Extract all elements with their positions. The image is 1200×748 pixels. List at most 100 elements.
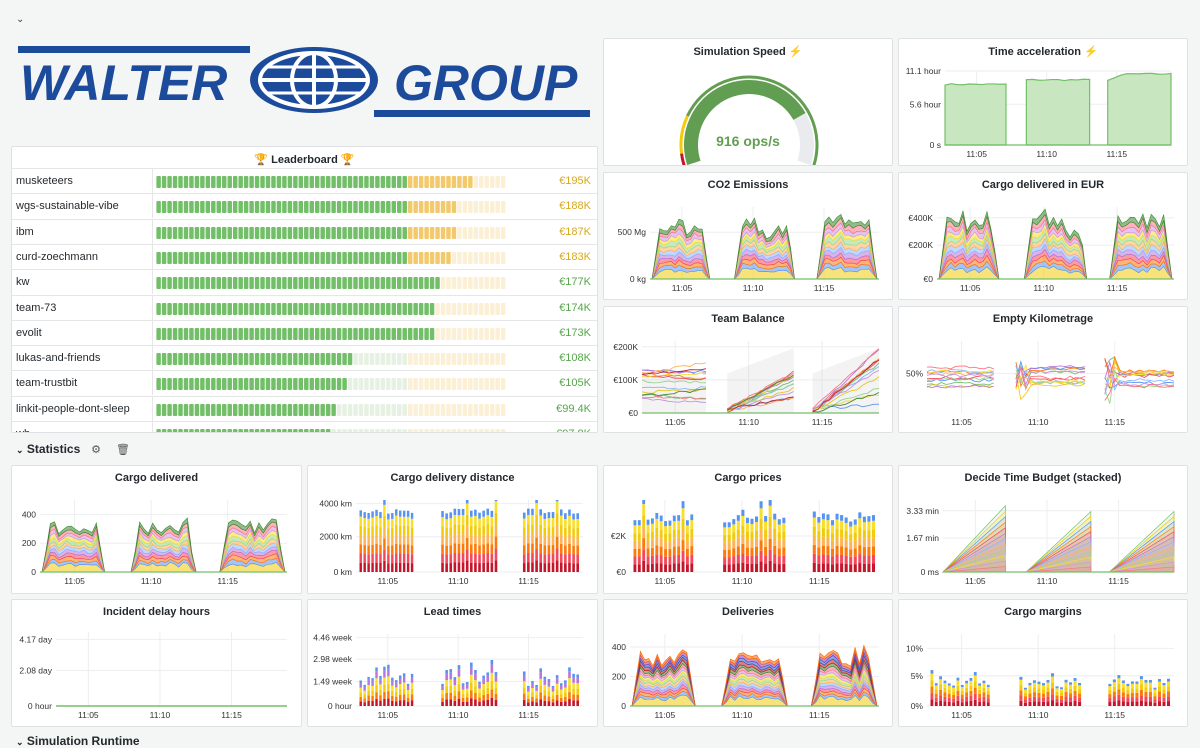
cargo-delivered-eur-chart[interactable]: €400K€200K€011:05 11:10 11:15	[899, 173, 1188, 300]
bar-segment	[461, 508, 465, 516]
team-balance-title-wrap: Team Balance	[604, 313, 892, 325]
gauge-cell	[205, 277, 211, 290]
bar-segment	[543, 527, 547, 537]
series-area	[642, 373, 706, 413]
bar-segment	[973, 699, 977, 706]
bar-segment	[646, 540, 650, 549]
trash-icon[interactable]: 🗑	[116, 444, 130, 456]
bar-segment	[490, 544, 494, 554]
bar-segment	[655, 512, 659, 519]
cargo-margins-chart[interactable]: 10%5%0%11:05 11:10 11:15	[899, 600, 1188, 727]
bar-segment	[398, 689, 402, 696]
cargo-prices-chart[interactable]: €2K€011:05 11:10 11:15	[604, 466, 893, 594]
bar-segment	[871, 529, 875, 538]
co2-emissions-title: CO2 Emissions	[707, 179, 789, 191]
bar-segment	[383, 677, 386, 685]
gauge-cell	[386, 201, 391, 214]
bar-segment	[821, 563, 825, 572]
gear-icon[interactable]: ⚙	[91, 444, 101, 456]
bar-segment	[1028, 701, 1032, 706]
bar-segment	[871, 563, 875, 572]
gauge-cell	[265, 201, 271, 214]
bar-segment	[387, 528, 390, 537]
bar-segment	[759, 501, 763, 509]
gauge-cell	[440, 176, 446, 188]
gauge-cell	[238, 403, 243, 416]
bar-segment	[383, 684, 386, 692]
gauge-cell	[440, 429, 446, 432]
bar-segment	[572, 682, 575, 689]
bar-segment	[1135, 683, 1139, 689]
gauge-cell	[369, 403, 375, 416]
gauge-cell	[227, 226, 232, 239]
bar-segment	[486, 699, 490, 706]
gauge-cell	[282, 353, 287, 366]
x-tick-label: 11:10	[448, 576, 469, 586]
bar-segment	[391, 518, 394, 528]
gauge-cell	[336, 226, 342, 239]
gauge-cell	[172, 277, 178, 290]
bar-segment	[1121, 680, 1125, 684]
bar-segment	[402, 562, 406, 572]
bar-segment	[453, 534, 457, 544]
bar-segment	[465, 526, 469, 538]
bar-segment	[768, 549, 772, 561]
bar-segment	[1078, 689, 1082, 694]
y-tick-label: 0%	[911, 701, 924, 711]
simulation-runtime-section-header[interactable]: ⌄ Simulation Runtime	[16, 734, 140, 748]
bar-segment	[1064, 687, 1068, 692]
bar-segment	[457, 562, 461, 572]
gauge-cell	[495, 327, 500, 340]
bar-segment	[359, 553, 362, 563]
bar-segment	[359, 692, 362, 697]
bar-segment	[633, 533, 637, 541]
bar-segment	[1144, 691, 1148, 697]
bar-segment	[849, 526, 853, 535]
gauge-cell	[402, 251, 407, 264]
bar-segment	[461, 524, 465, 535]
bar-segment	[835, 563, 839, 572]
y-tick-label: 11.1 hour	[906, 66, 941, 76]
gauge-cell	[320, 251, 325, 264]
bar-segment	[646, 556, 650, 565]
bar-segment	[853, 519, 857, 525]
gauge-cell	[397, 353, 402, 366]
gauge-cell	[397, 302, 402, 315]
bar-segment	[402, 535, 406, 545]
plot-area	[941, 504, 1175, 573]
top-collapse-chevron-icon[interactable]: ⌄	[16, 14, 25, 25]
bar-segment	[559, 697, 563, 702]
bar-segment	[406, 544, 410, 554]
bar-segment	[551, 512, 555, 519]
bar-segment	[359, 535, 362, 545]
x-tick-label: 11:05	[965, 576, 986, 586]
team-balance-chart[interactable]: €200K€100K€011:05 11:10 11:15	[604, 307, 893, 433]
bar-segment	[441, 694, 444, 699]
leaderboard-row: curd-zoechmann €183K	[12, 243, 597, 269]
bar-segment	[486, 687, 490, 694]
bar-segment	[1060, 689, 1064, 693]
bar-segment	[576, 545, 579, 555]
bar-segment	[371, 678, 374, 681]
bar-segment	[363, 702, 366, 706]
bar-segment	[474, 515, 477, 526]
leaderboard-bar-gauge	[156, 378, 506, 391]
statistics-section-header[interactable]: ⌄ Statistics	[16, 442, 80, 456]
gauge-cell	[336, 403, 342, 416]
empty-kilometrage-chart[interactable]: 50%11:05 11:10 11:15	[899, 307, 1188, 433]
gauge-cell	[347, 302, 353, 315]
gauge-cell	[194, 201, 200, 214]
bar-segment	[853, 564, 857, 572]
gauge-value-arc	[684, 80, 806, 165]
bar-segment	[736, 546, 740, 555]
gauge-cell	[222, 353, 227, 366]
bar-segment	[858, 545, 862, 555]
